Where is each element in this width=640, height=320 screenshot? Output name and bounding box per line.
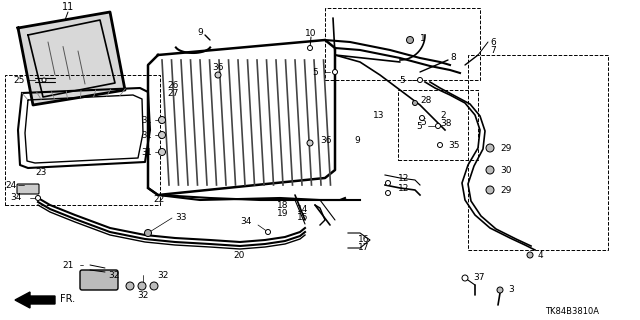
Text: 12: 12	[398, 183, 410, 193]
Text: FR.: FR.	[60, 294, 75, 304]
Circle shape	[419, 116, 424, 121]
Bar	[325, 8, 480, 80]
Text: 31: 31	[141, 148, 152, 156]
Circle shape	[215, 72, 221, 78]
Circle shape	[406, 36, 413, 44]
Text: 8: 8	[450, 52, 456, 61]
Text: 11: 11	[62, 2, 74, 12]
FancyBboxPatch shape	[17, 184, 39, 194]
Text: 5: 5	[312, 68, 318, 76]
Circle shape	[159, 116, 166, 124]
Circle shape	[385, 190, 390, 196]
Text: 28: 28	[420, 95, 431, 105]
Circle shape	[435, 124, 440, 129]
Text: 26: 26	[167, 81, 179, 90]
Text: 19: 19	[276, 209, 288, 218]
Bar	[5, 75, 160, 205]
Circle shape	[42, 78, 46, 82]
FancyBboxPatch shape	[80, 270, 118, 290]
Text: 16: 16	[358, 236, 369, 244]
Circle shape	[150, 282, 158, 290]
Text: 32: 32	[109, 271, 120, 281]
Circle shape	[35, 196, 40, 201]
Text: 30: 30	[500, 165, 511, 174]
Circle shape	[438, 142, 442, 148]
Text: 33: 33	[175, 213, 186, 222]
Text: 13: 13	[373, 110, 385, 119]
Circle shape	[159, 132, 166, 139]
Text: 25: 25	[13, 76, 24, 84]
Circle shape	[413, 100, 417, 106]
Text: 24: 24	[5, 180, 16, 189]
Text: 3: 3	[508, 285, 514, 294]
Circle shape	[145, 229, 152, 236]
Text: 20: 20	[233, 251, 244, 260]
Bar	[398, 90, 478, 160]
Circle shape	[307, 140, 313, 146]
Text: 15: 15	[296, 213, 308, 222]
FancyArrow shape	[15, 292, 55, 308]
Text: 23: 23	[35, 167, 46, 177]
Text: 1: 1	[420, 34, 426, 43]
Text: 31: 31	[141, 116, 152, 124]
Text: 36: 36	[212, 62, 224, 71]
Text: 4: 4	[538, 251, 543, 260]
Text: 36: 36	[320, 135, 332, 145]
Text: 37: 37	[473, 274, 484, 283]
Circle shape	[486, 144, 494, 152]
Circle shape	[486, 166, 494, 174]
Polygon shape	[18, 12, 125, 105]
Text: 9: 9	[197, 28, 203, 36]
Circle shape	[159, 148, 166, 156]
Text: 27: 27	[167, 89, 179, 98]
Text: 10: 10	[305, 28, 317, 37]
Text: TK84B3810A: TK84B3810A	[545, 308, 599, 316]
Text: 29: 29	[500, 143, 511, 153]
Text: 12: 12	[398, 173, 410, 182]
Text: 17: 17	[358, 244, 369, 252]
Text: 7: 7	[490, 45, 496, 54]
Bar	[468, 55, 608, 250]
Circle shape	[527, 252, 533, 258]
Text: 5: 5	[399, 76, 405, 84]
Text: 2: 2	[440, 110, 445, 119]
Circle shape	[417, 77, 422, 83]
Circle shape	[385, 180, 390, 186]
Text: 18: 18	[276, 201, 288, 210]
Text: 6: 6	[490, 37, 496, 46]
Text: 38: 38	[440, 118, 451, 127]
Text: 14: 14	[296, 205, 308, 214]
Circle shape	[266, 229, 271, 235]
Text: 32: 32	[157, 271, 168, 281]
Text: 22: 22	[153, 196, 164, 204]
Text: 5: 5	[416, 122, 422, 131]
Text: 29: 29	[500, 186, 511, 195]
Text: 34: 34	[241, 218, 252, 227]
Circle shape	[333, 69, 337, 75]
Circle shape	[307, 45, 312, 51]
Circle shape	[126, 282, 134, 290]
Text: 9: 9	[354, 135, 360, 145]
Text: 21: 21	[63, 260, 74, 269]
Text: 31: 31	[141, 131, 152, 140]
Circle shape	[462, 275, 468, 281]
Text: 5: 5	[420, 117, 426, 126]
Text: 32: 32	[138, 292, 148, 300]
Text: 34: 34	[11, 194, 22, 203]
Circle shape	[486, 186, 494, 194]
Circle shape	[138, 282, 146, 290]
Text: 35: 35	[448, 140, 460, 149]
Circle shape	[497, 287, 503, 293]
